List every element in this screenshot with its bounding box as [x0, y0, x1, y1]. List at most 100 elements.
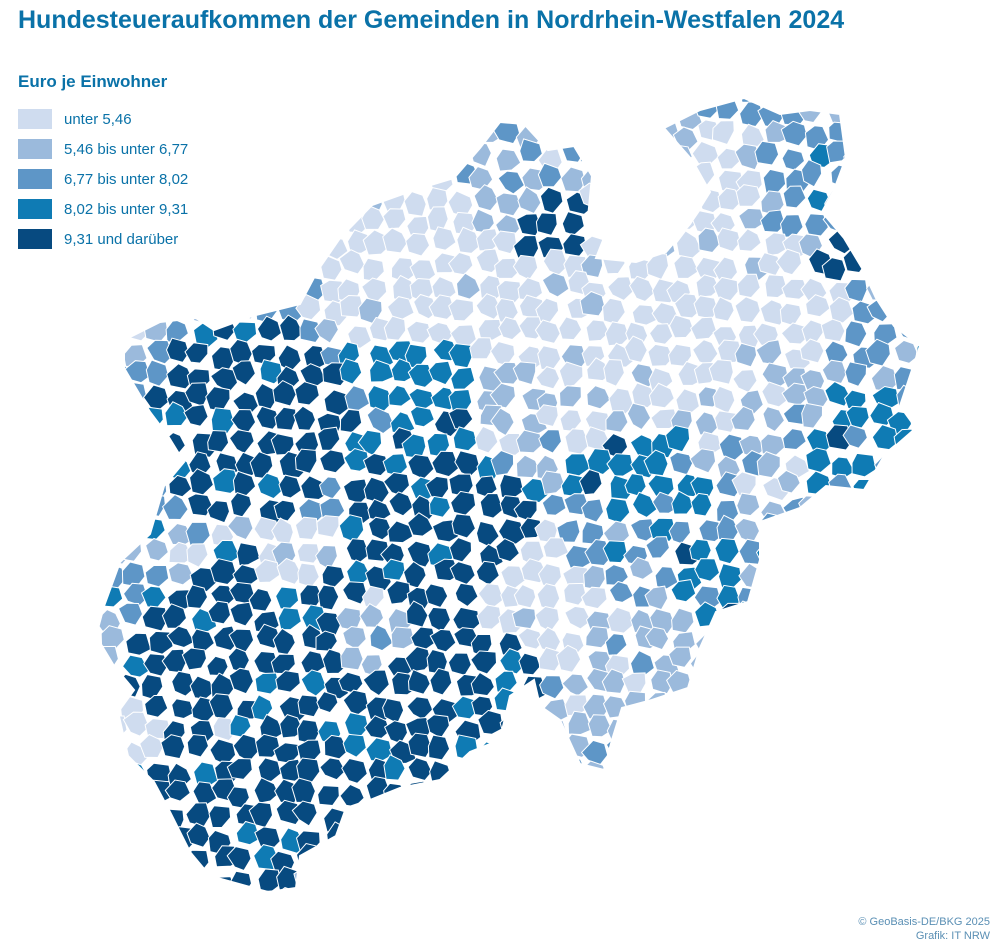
- municipality-cell: [674, 74, 701, 95]
- municipality-cell: [117, 602, 144, 626]
- municipality-cell: [648, 382, 675, 409]
- municipality-cell: [846, 669, 872, 692]
- municipality-cell: [784, 851, 813, 876]
- municipality-cell: [843, 147, 869, 170]
- municipality-cell: [494, 257, 521, 279]
- municipality-cell: [432, 226, 457, 251]
- municipality-cell: [143, 653, 169, 677]
- municipality-cell: [429, 667, 453, 696]
- municipality-cell: [342, 98, 365, 122]
- municipality-cell: [628, 102, 656, 127]
- municipality-cell: [192, 101, 217, 125]
- municipality-cell: [254, 257, 279, 284]
- municipality-cell: [498, 316, 523, 341]
- municipality-cell: [643, 449, 669, 477]
- municipality-cell: [430, 783, 459, 806]
- municipality-cell: [828, 296, 854, 324]
- municipality-cell: [709, 716, 735, 743]
- municipality-cell: [317, 141, 341, 165]
- municipality-cell: [754, 140, 780, 166]
- municipality-cell: [160, 734, 186, 760]
- municipality-cell: [777, 780, 803, 805]
- municipality-cell: [231, 360, 256, 386]
- municipality-cell: [317, 785, 340, 807]
- municipality-cell: [296, 542, 321, 564]
- municipality-cell: [559, 826, 584, 852]
- municipality-cell: [781, 148, 806, 171]
- municipality-cell: [656, 191, 681, 217]
- municipality-cell: [339, 116, 364, 144]
- municipality-cell: [541, 272, 570, 298]
- municipality-cell: [492, 807, 521, 834]
- municipality-cell: [891, 850, 918, 876]
- municipality-cell: [757, 631, 780, 657]
- municipality-cell: [778, 688, 802, 714]
- municipality-cell: [673, 164, 699, 189]
- municipality-cell: [736, 624, 761, 650]
- municipality-cell: [666, 806, 692, 832]
- municipality-cell: [690, 830, 715, 856]
- municipality-cell: [846, 647, 874, 671]
- municipality-cell: [385, 122, 413, 147]
- municipality-cell: [848, 826, 875, 854]
- municipality-cell: [696, 850, 722, 875]
- municipality-cell: [824, 380, 851, 407]
- municipality-cell: [347, 163, 373, 192]
- municipality-cell: [609, 842, 637, 868]
- municipality-cell: [450, 366, 476, 390]
- municipality-cell: [297, 209, 324, 232]
- municipality-cell: [253, 105, 278, 131]
- municipality-cell: [210, 98, 238, 124]
- municipality-cell: [629, 874, 659, 892]
- municipality-cell: [426, 714, 450, 739]
- municipality-cell: [367, 516, 393, 541]
- municipality-cell: [227, 98, 252, 120]
- municipality-cell: [865, 209, 890, 233]
- municipality-cell: [236, 542, 261, 567]
- municipality-cell: [122, 478, 146, 502]
- municipality-cell: [229, 601, 254, 627]
- municipality-cell: [760, 433, 786, 456]
- municipality-cell: [631, 382, 658, 409]
- municipality-cell: [517, 627, 545, 650]
- municipality-cell: [876, 116, 901, 146]
- municipality-cell: [561, 673, 590, 697]
- municipality-cell: [822, 584, 846, 608]
- municipality-cell: [884, 495, 910, 521]
- municipality-cell: [830, 690, 856, 717]
- municipality-cell: [631, 739, 657, 762]
- municipality-cell: [252, 165, 280, 192]
- municipality-cell: [360, 845, 383, 874]
- municipality-cell: [850, 162, 875, 189]
- municipality-cell: [166, 850, 192, 876]
- municipality-cell: [534, 319, 561, 344]
- municipality-cell: [123, 191, 148, 215]
- municipality-cell: [914, 848, 920, 873]
- municipality-cell: [667, 718, 691, 740]
- municipality-cell: [96, 720, 100, 741]
- municipality-cell: [736, 764, 760, 786]
- municipality-cell: [185, 191, 213, 220]
- municipality-cell: [122, 517, 147, 541]
- municipality-cell: [821, 359, 848, 385]
- municipality-cell: [694, 411, 720, 436]
- municipality-cell: [851, 452, 877, 478]
- municipality-cell: [96, 273, 103, 299]
- municipality-cell: [494, 758, 522, 783]
- municipality-cell: [453, 851, 479, 876]
- municipality-cell: [844, 802, 870, 830]
- municipality-cell: [719, 849, 745, 877]
- municipality-cell: [782, 185, 807, 209]
- municipality-cell: [566, 783, 592, 808]
- municipality-cell: [162, 229, 185, 257]
- municipality-cell: [759, 299, 787, 326]
- municipality-cell: [319, 757, 347, 781]
- municipality-cell: [406, 512, 434, 537]
- municipality-cell: [738, 538, 767, 565]
- municipality-cell: [874, 72, 899, 96]
- municipality-cell: [125, 632, 152, 656]
- municipality-cell: [386, 865, 413, 891]
- municipality-cell: [889, 611, 916, 636]
- municipality-cell: [428, 495, 451, 518]
- municipality-cell: [821, 650, 845, 675]
